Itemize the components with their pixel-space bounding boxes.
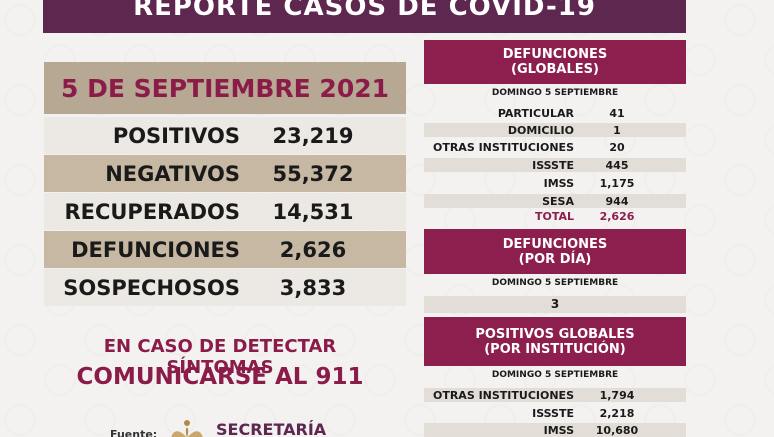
row-label: ISSSTE: [532, 158, 574, 172]
stat-row-recuperados: RECUPERADOS 14,531: [44, 193, 406, 230]
secretaria-logo-icon: [171, 420, 203, 437]
row-value: 445: [605, 158, 629, 172]
stat-value: 14,531: [272, 199, 354, 224]
defunciones-globales-total-row: TOTAL 2,626: [424, 209, 686, 223]
defunciones-dia-header: DEFUNCIONES (POR DÍA): [424, 229, 686, 274]
defunciones-globales-header: DEFUNCIONES (GLOBALES): [424, 40, 686, 84]
alert-line-1: EN CASO DE DETECTAR SÍNTOMAS: [103, 336, 337, 378]
defunciones-globales-title-1: DEFUNCIONES: [502, 47, 608, 62]
row-value: 2,626: [599, 209, 635, 223]
defunciones-dia-subtitle: DOMINGO 5 SEPTIEMBRE: [491, 278, 619, 288]
stat-row-negativos: NEGATIVOS 55,372: [44, 155, 406, 192]
positivos-globales-title-1: POSITIVOS GLOBALES: [475, 326, 635, 342]
defunciones-globales-row: DOMICILIO 1: [424, 123, 686, 137]
footer-source: Fuente:: [110, 428, 158, 437]
row-value: 2,218: [599, 406, 635, 420]
alert-line-2: COMUNICARSE AL 911: [76, 364, 364, 390]
row-value: 41: [609, 106, 625, 120]
row-label: IMSS: [543, 423, 574, 437]
defunciones-dia-title-1: DEFUNCIONES: [502, 236, 608, 252]
row-label: PARTICULAR: [497, 106, 574, 120]
defunciones-globales-row: OTRAS INSTITUCIONES 20: [424, 140, 686, 154]
row-label: TOTAL: [534, 209, 574, 223]
row-label: DOMICILIO: [507, 123, 574, 137]
stat-value: 55,372: [272, 161, 354, 186]
positivos-globales-row: ISSSTE 2,218: [424, 406, 686, 420]
stat-value: 2,626: [279, 237, 347, 262]
positivos-globales-header: POSITIVOS GLOBALES (POR INSTITUCIÓN): [424, 317, 686, 366]
row-label: ISSSTE: [532, 406, 574, 420]
stat-label: RECUPERADOS: [64, 199, 240, 224]
report-header: REPORTE CASOS DE COVID-19: [43, 0, 686, 33]
row-value: 1,794: [599, 388, 635, 402]
row-value: 1: [613, 123, 621, 137]
row-value: 20: [609, 140, 625, 154]
footer-secretaria: SECRETARÍA: [216, 420, 327, 437]
defunciones-globales-row: ISSSTE 445: [424, 158, 686, 172]
positivos-globales-subtitle: DOMINGO 5 SEPTIEMBRE: [491, 370, 619, 380]
stat-label: DEFUNCIONES: [71, 237, 240, 262]
report-date: 5 DE SEPTIEMBRE 2021: [60, 73, 389, 103]
positivos-globales-row: OTRAS INSTITUCIONES 1,794: [424, 388, 686, 402]
row-value: 10,680: [595, 423, 639, 437]
defunciones-globales-row: PARTICULAR 41: [424, 106, 686, 120]
defunciones-dia-title-2: (POR DÍA): [518, 251, 592, 267]
defunciones-globales-subtitle: DOMINGO 5 SEPTIEMBRE: [491, 88, 619, 98]
row-label: OTRAS INSTITUCIONES: [432, 388, 574, 402]
positivos-globales-row: IMSS 10,680: [424, 423, 686, 437]
positivos-globales-title-2: (POR INSTITUCIÓN): [484, 341, 626, 357]
row-label: OTRAS INSTITUCIONES: [432, 140, 574, 154]
defunciones-globales-row: SESA 944: [424, 194, 686, 208]
report-title: REPORTE CASOS DE COVID-19: [133, 0, 596, 22]
stat-value: 3,833: [279, 275, 347, 300]
row-label: SESA: [542, 194, 574, 208]
stat-label: NEGATIVOS: [105, 161, 240, 186]
row-label: IMSS: [543, 176, 574, 190]
row-value: 944: [605, 194, 629, 208]
defunciones-globales-row: IMSS 1,175: [424, 176, 686, 190]
row-value: 1,175: [599, 176, 635, 190]
stat-row-sospechosos: SOSPECHOSOS 3,833: [44, 269, 406, 306]
stat-value: 23,219: [272, 123, 354, 148]
stat-row-defunciones: DEFUNCIONES 2,626: [44, 231, 406, 268]
defunciones-dia-value: 3: [424, 296, 686, 313]
stat-label: SOSPECHOSOS: [63, 275, 240, 300]
defunciones-globales-title-2: (GLOBALES): [511, 62, 599, 77]
stat-row-positivos: POSITIVOS 23,219: [44, 117, 406, 154]
report-date-box: 5 DE SEPTIEMBRE 2021: [44, 62, 406, 114]
stat-label: POSITIVOS: [112, 123, 240, 148]
